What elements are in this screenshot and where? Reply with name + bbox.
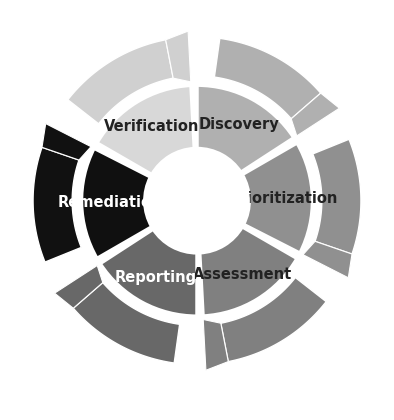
- Polygon shape: [68, 40, 173, 124]
- Polygon shape: [214, 38, 321, 119]
- Polygon shape: [73, 283, 180, 363]
- Wedge shape: [242, 143, 312, 253]
- Wedge shape: [100, 229, 197, 316]
- Wedge shape: [200, 227, 297, 316]
- Text: Verification: Verification: [104, 119, 199, 134]
- Text: Remediation: Remediation: [58, 195, 162, 210]
- Polygon shape: [291, 93, 339, 136]
- Polygon shape: [166, 31, 191, 82]
- Wedge shape: [82, 148, 152, 258]
- Polygon shape: [33, 147, 81, 262]
- Text: Assessment: Assessment: [193, 268, 292, 282]
- Polygon shape: [203, 320, 228, 370]
- Wedge shape: [197, 85, 294, 172]
- Text: Reporting: Reporting: [114, 270, 197, 285]
- Polygon shape: [303, 241, 352, 278]
- Polygon shape: [42, 123, 91, 160]
- Text: Discovery: Discovery: [198, 117, 279, 132]
- Polygon shape: [221, 278, 326, 362]
- Polygon shape: [313, 139, 361, 254]
- Circle shape: [145, 149, 249, 253]
- Polygon shape: [55, 265, 103, 308]
- Wedge shape: [97, 85, 194, 175]
- Text: Prioritization: Prioritization: [230, 191, 338, 206]
